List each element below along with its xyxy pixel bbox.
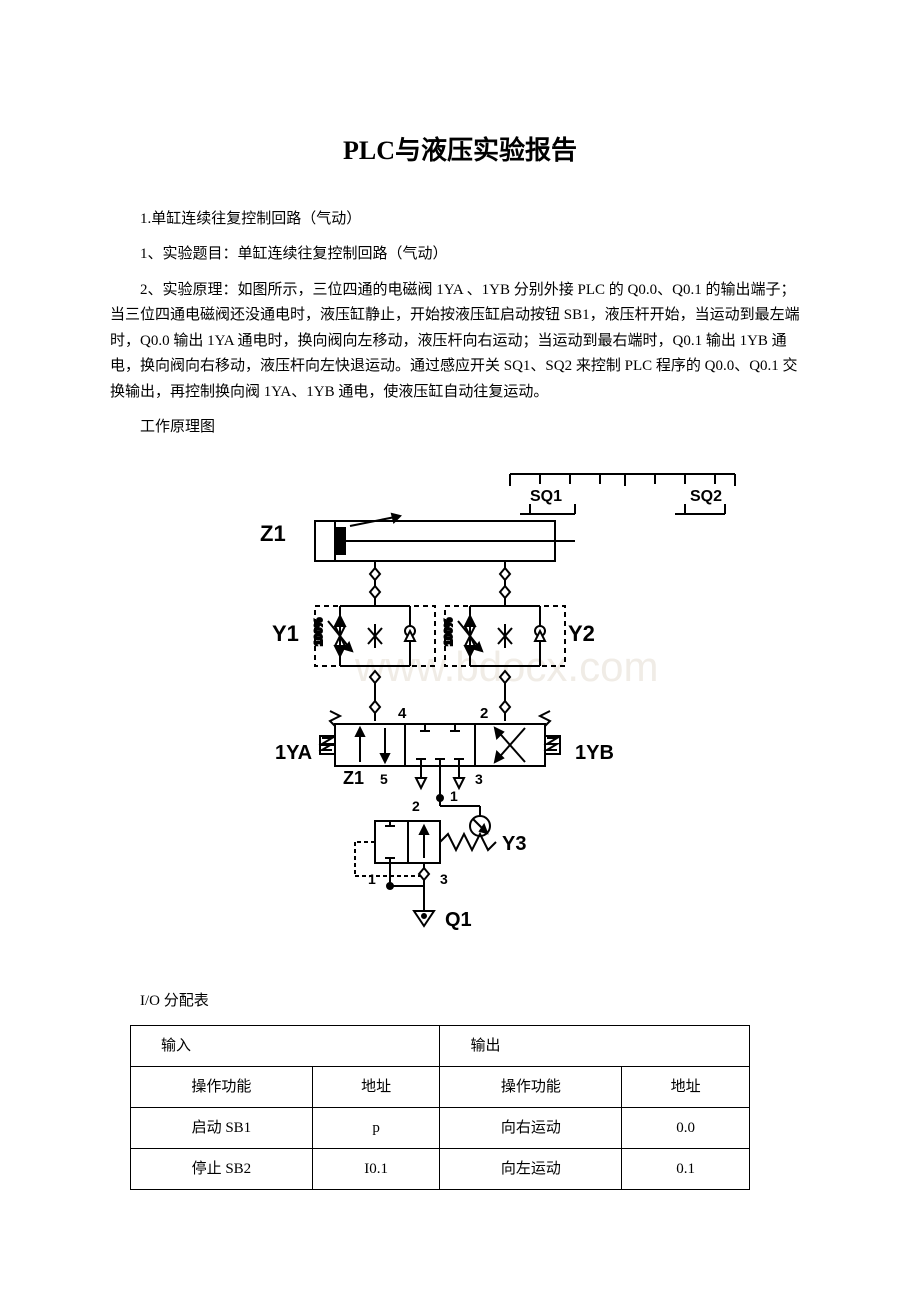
label-1ya: 1YA — [275, 742, 312, 764]
label-y2: Y2 — [568, 621, 595, 646]
label-y3: Y3 — [502, 833, 526, 855]
cell-in-addr: I0.1 — [312, 1148, 440, 1189]
label-y1: Y1 — [272, 621, 299, 646]
cell-out-addr: 0.0 — [622, 1107, 750, 1148]
diagram-caption: 工作原理图 — [110, 415, 810, 441]
subheader-out-addr: 地址 — [622, 1066, 750, 1107]
io-allocation-table: 输入 输出 操作功能 地址 操作功能 地址 启动 SB1 p 向右运动 0.0 … — [130, 1025, 750, 1190]
table-row: 启动 SB1 p 向右运动 0.0 — [131, 1107, 750, 1148]
cell-out-func: 向右运动 — [440, 1107, 622, 1148]
table-row: 停止 SB2 I0.1 向左运动 0.1 — [131, 1148, 750, 1189]
label-pct-1: 100% — [313, 617, 325, 645]
label-sq1: SQ1 — [530, 488, 562, 505]
label-z1-mid: Z1 — [343, 768, 364, 788]
cell-in-func: 启动 SB1 — [131, 1107, 313, 1148]
cell-in-func: 停止 SB2 — [131, 1148, 313, 1189]
label-port-2: 2 — [480, 705, 488, 722]
experiment-title: 1、实验题目：单缸连续往复控制回路（气动） — [110, 242, 810, 268]
io-table-caption: I/O 分配表 — [110, 989, 810, 1015]
label-upper-2: 2 — [412, 798, 420, 814]
label-sq2: SQ2 — [690, 488, 722, 505]
label-z1-top: Z1 — [260, 521, 286, 546]
label-port-1: 1 — [450, 788, 458, 804]
cell-in-addr: p — [312, 1107, 440, 1148]
hydraulic-diagram: www.bdocx.com SQ1 SQ2 Z1 — [110, 466, 810, 955]
subheader-in-addr: 地址 — [312, 1066, 440, 1107]
cell-out-func: 向左运动 — [440, 1148, 622, 1189]
label-port-4: 4 — [398, 705, 407, 722]
header-output: 输出 — [440, 1025, 750, 1066]
section-heading-1: 1.单缸连续往复控制回路（气动） — [110, 207, 810, 233]
label-lower-1: 1 — [368, 871, 376, 887]
label-port-3: 3 — [475, 771, 483, 787]
subheader-out-func: 操作功能 — [440, 1066, 622, 1107]
header-input: 输入 — [131, 1025, 440, 1066]
label-pct-2: 100% — [443, 617, 455, 645]
label-q1: Q1 — [445, 909, 472, 931]
label-port-5: 5 — [380, 771, 388, 787]
label-1yb: 1YB — [575, 742, 614, 764]
label-lower-3: 3 — [440, 871, 448, 887]
experiment-principle: 2、实验原理：如图所示，三位四通的电磁阀 1YA 、1YB 分别外接 PLC 的… — [110, 278, 810, 406]
cell-out-addr: 0.1 — [622, 1148, 750, 1189]
page-title: PLC与液压实验报告 — [110, 130, 810, 172]
subheader-in-func: 操作功能 — [131, 1066, 313, 1107]
